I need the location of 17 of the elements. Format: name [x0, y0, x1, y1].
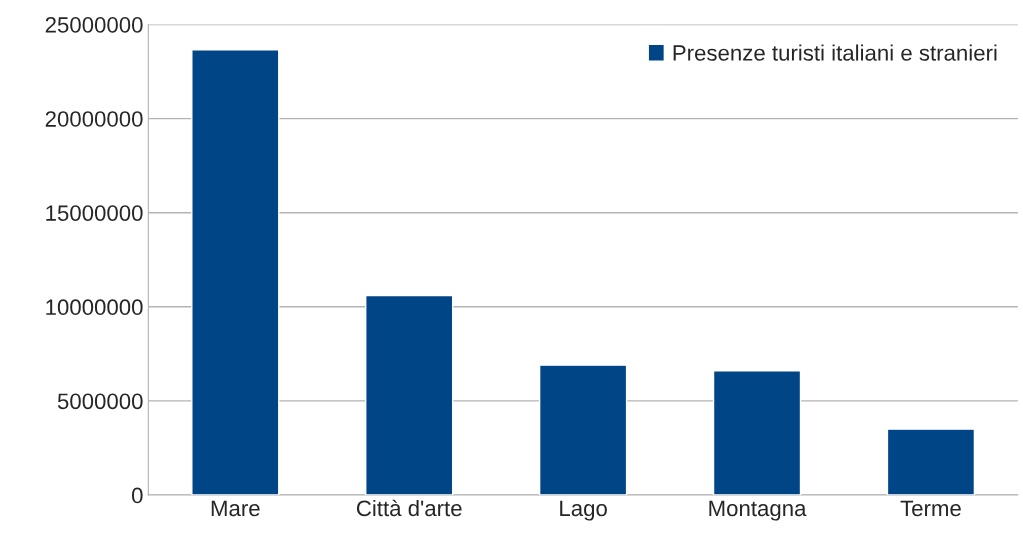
legend-label: Presenze turisti italiani e stranieri [673, 44, 997, 61]
x-tick-label: Mare [211, 500, 260, 517]
x-tick-label: Terme [900, 500, 961, 517]
bar [712, 370, 802, 496]
bar [538, 364, 628, 496]
bar [365, 294, 454, 496]
y-tick-label: 25000000 [45, 17, 143, 33]
x-tick-label: Montagna [709, 500, 807, 521]
bar [886, 428, 976, 496]
x-tick-label: Città d'arte [356, 499, 462, 517]
y-tick-label: 10000000 [46, 299, 143, 316]
y-tick-label: 15000000 [46, 205, 143, 221]
x-tick-label: Lago [560, 500, 607, 521]
bar [191, 49, 280, 496]
y-tick-label: 20000000 [45, 111, 143, 127]
y-tick-label: 0 [131, 487, 143, 504]
y-tick-label: 5000000 [57, 393, 143, 410]
